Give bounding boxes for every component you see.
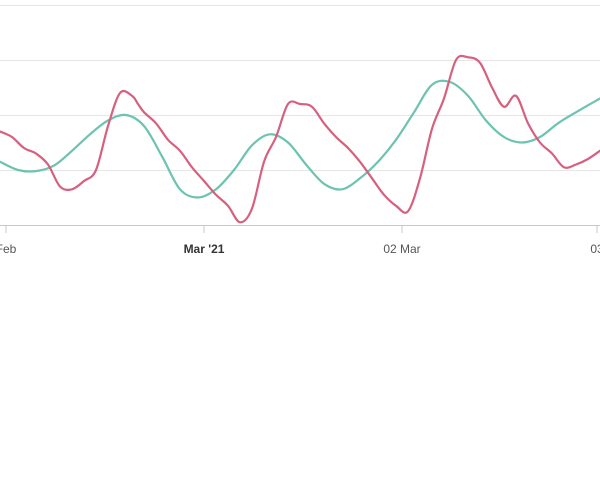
x-tick-label: Mar '21 [184, 242, 225, 256]
gridlines [0, 5, 600, 226]
series-line-2 [0, 54, 600, 224]
x-tick-label: 03 [590, 242, 600, 256]
x-tick-label: 02 Mar [383, 242, 420, 256]
x-axis-ticks: Feb Mar '21 02 Mar 03 [0, 225, 600, 256]
x-tick-label: Feb [0, 242, 17, 256]
series-lines [0, 54, 600, 224]
series-line-1 [0, 79, 600, 199]
